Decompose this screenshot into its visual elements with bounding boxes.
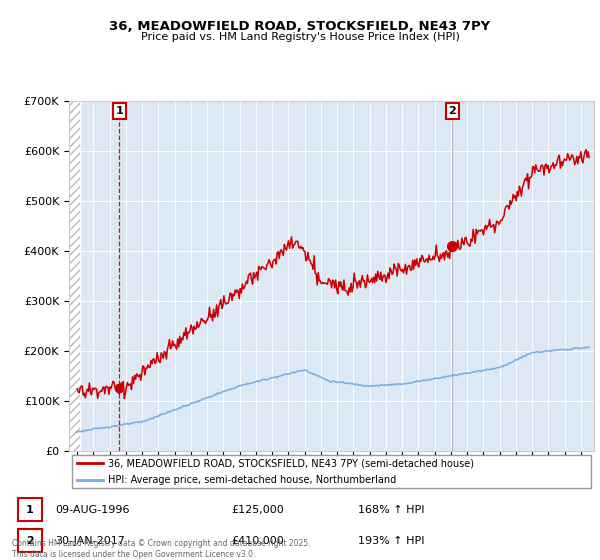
Text: 30-JAN-2017: 30-JAN-2017 — [55, 536, 125, 545]
Text: HPI: Average price, semi-detached house, Northumberland: HPI: Average price, semi-detached house,… — [109, 475, 397, 485]
Text: 168% ↑ HPI: 168% ↑ HPI — [358, 505, 424, 515]
Text: 1: 1 — [116, 106, 123, 116]
Text: Price paid vs. HM Land Registry's House Price Index (HPI): Price paid vs. HM Land Registry's House … — [140, 32, 460, 42]
FancyBboxPatch shape — [18, 498, 42, 521]
Text: 1: 1 — [26, 505, 34, 515]
Bar — [69, 101, 80, 451]
Text: £125,000: £125,000 — [231, 505, 284, 515]
Text: 09-AUG-1996: 09-AUG-1996 — [55, 505, 130, 515]
Text: 193% ↑ HPI: 193% ↑ HPI — [358, 536, 424, 545]
Text: 36, MEADOWFIELD ROAD, STOCKSFIELD, NE43 7PY (semi-detached house): 36, MEADOWFIELD ROAD, STOCKSFIELD, NE43 … — [109, 459, 475, 468]
Bar — [69, 101, 80, 451]
Text: 2: 2 — [26, 536, 34, 545]
Text: £410,000: £410,000 — [231, 536, 284, 545]
FancyBboxPatch shape — [71, 455, 592, 488]
Text: 2: 2 — [448, 106, 456, 116]
FancyBboxPatch shape — [18, 529, 42, 552]
Text: Contains HM Land Registry data © Crown copyright and database right 2025.
This d: Contains HM Land Registry data © Crown c… — [12, 539, 311, 559]
Text: 36, MEADOWFIELD ROAD, STOCKSFIELD, NE43 7PY: 36, MEADOWFIELD ROAD, STOCKSFIELD, NE43 … — [109, 20, 491, 32]
